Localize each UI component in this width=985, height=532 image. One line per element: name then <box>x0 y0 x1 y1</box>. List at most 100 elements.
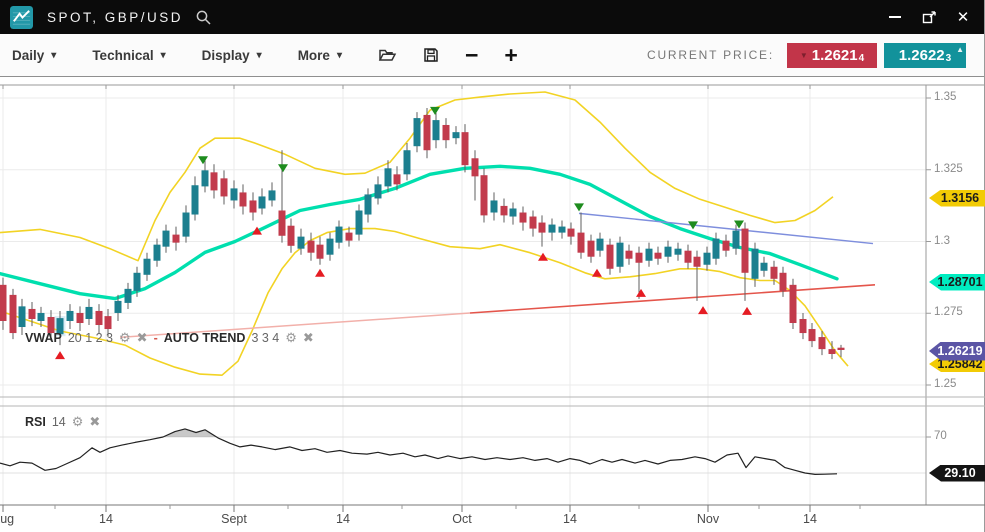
bid-price-badge[interactable]: ▼ 1.2621 4 <box>787 42 877 68</box>
candle-body <box>114 300 122 313</box>
gear-icon[interactable]: ⚙ <box>119 330 131 345</box>
buy-signal-triangle <box>252 226 262 235</box>
save-icon[interactable] <box>423 47 439 63</box>
candle-body <box>230 188 238 201</box>
candle-body <box>316 244 324 259</box>
zoom-in-button[interactable]: + <box>504 42 518 68</box>
vwap-params: 20 1 2 3 <box>67 331 113 345</box>
chevron-down-icon: ▾ <box>336 49 342 61</box>
menu-technical-label: Technical <box>92 47 154 63</box>
buy-signal-triangle <box>315 268 325 277</box>
candle-body <box>808 329 816 342</box>
time-axis-label: 14 <box>336 512 350 526</box>
candle-body <box>654 252 662 259</box>
candle-body <box>596 238 604 251</box>
auto-trend-label: AUTO TREND <box>163 331 246 345</box>
sell-signal-triangle <box>574 203 584 212</box>
price-axis-label: 1.3 <box>934 234 950 247</box>
candle-body <box>461 132 469 166</box>
buy-signal-triangle <box>698 306 708 315</box>
candle-body <box>625 250 633 259</box>
candle-body <box>751 248 759 279</box>
candle-body <box>770 266 778 279</box>
sell-signal-triangle <box>734 220 744 229</box>
candle-body <box>278 210 286 236</box>
menu-technical[interactable]: Technical ▾ <box>92 48 165 63</box>
candle-body <box>413 118 421 147</box>
candle-body <box>509 208 517 217</box>
open-folder-icon[interactable] <box>378 47 397 63</box>
candle-body <box>732 230 740 249</box>
candle-body <box>172 234 180 243</box>
price-axis-label: 1.35 <box>934 91 957 103</box>
candle-body <box>703 252 711 265</box>
menu-daily[interactable]: Daily ▾ <box>12 48 56 63</box>
candle-body <box>47 316 55 334</box>
buy-signal-triangle <box>592 268 602 277</box>
close-icon[interactable]: ✖ <box>89 414 101 429</box>
rsi-indicator-row: RSI 14 ⚙ ✖ <box>25 414 100 430</box>
candle-body <box>95 310 103 326</box>
current-price-area: CURRENT PRICE: ▼ 1.2621 4 1.2622 3 ▲ <box>647 42 966 68</box>
zoom-out-button[interactable]: − <box>464 42 479 68</box>
candle-body <box>345 232 353 241</box>
candle-body <box>66 310 74 321</box>
time-axis-label: Aug <box>0 512 15 526</box>
popout-button[interactable] <box>920 8 938 26</box>
bid-price-pip: 4 <box>858 52 865 64</box>
candle-body <box>374 184 382 199</box>
rsi-overbought-fill <box>0 428 837 437</box>
candle-body <box>529 216 537 229</box>
sell-signal-triangle <box>198 156 208 165</box>
candle-body <box>403 150 411 175</box>
toolbar-icons: − + <box>378 42 518 68</box>
current-price-label: CURRENT PRICE: <box>647 48 774 62</box>
candle-body <box>818 337 826 350</box>
candle-body <box>616 242 624 267</box>
gear-icon[interactable]: ⚙ <box>285 330 297 345</box>
candle-body <box>480 175 488 216</box>
close-icon[interactable]: ✖ <box>136 330 148 345</box>
sell-signal-triangle <box>278 164 288 173</box>
candle-body <box>104 316 112 330</box>
menu-display[interactable]: Display ▾ <box>202 48 262 63</box>
candle-body <box>645 248 653 261</box>
window-title: SPOT, GBP/USD <box>47 9 184 25</box>
price-marker-badge: 1.3156 <box>929 189 985 207</box>
rsi-params: 14 <box>51 415 66 429</box>
candle-body <box>722 240 730 251</box>
time-axis-label: Oct <box>452 512 472 526</box>
search-icon[interactable] <box>195 9 212 26</box>
ask-price-badge[interactable]: 1.2622 3 ▲ <box>884 42 966 68</box>
close-icon[interactable]: ✕ <box>956 9 970 26</box>
candle-body <box>153 244 161 261</box>
candle-body <box>587 240 595 257</box>
minimize-button[interactable] <box>886 8 904 26</box>
candle-body <box>133 272 141 291</box>
candle-body <box>28 308 36 319</box>
candle-body <box>384 168 392 187</box>
ask-price-pip: 3 <box>945 52 952 64</box>
menu-more[interactable]: More ▾ <box>298 48 342 63</box>
menu-bar: Daily ▾ Technical ▾ Display ▾ More ▾ <box>12 48 342 63</box>
candle-body <box>297 236 305 249</box>
gear-icon[interactable]: ⚙ <box>71 414 84 429</box>
price-marker-badge: 1.26219 <box>929 341 985 361</box>
time-axis-label: 14 <box>563 512 577 526</box>
toolbar: Daily ▾ Technical ▾ Display ▾ More ▾ − + <box>0 34 984 77</box>
candle-body <box>548 224 556 233</box>
buy-signal-triangle <box>538 252 548 261</box>
candle-body <box>635 252 643 263</box>
vwap-indicator-row: VWAP 20 1 2 3 ⚙ ✖ - AUTO TREND 3 3 4 ⚙ ✖ <box>25 330 314 346</box>
candle-body <box>56 318 64 335</box>
candle-body <box>258 196 266 209</box>
buy-signal-triangle <box>55 351 65 360</box>
candle-body <box>210 172 218 191</box>
candle-body <box>124 288 132 303</box>
menu-more-label: More <box>297 47 330 63</box>
close-icon[interactable]: ✖ <box>302 330 314 345</box>
candle-body <box>143 258 151 275</box>
candle-body <box>789 284 797 324</box>
